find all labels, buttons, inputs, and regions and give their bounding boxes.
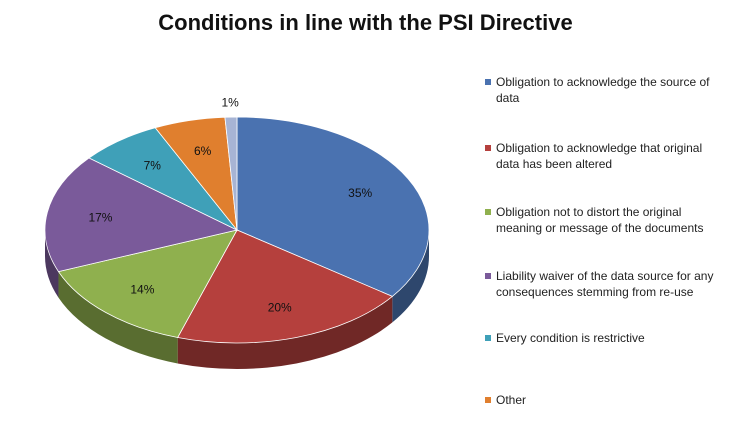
pie-label-2: 14% xyxy=(130,282,154,296)
legend-item-2: Obligation not to distort the original m… xyxy=(485,204,726,236)
pie-slice-3 xyxy=(44,157,239,273)
pie-side-2 xyxy=(58,271,178,364)
legend-label: Every condition is restrictive xyxy=(496,331,645,345)
legend-label: Obligation to acknowledge that original … xyxy=(496,141,703,171)
pie-slice-6 xyxy=(224,116,238,231)
pie-slice-1 xyxy=(177,229,394,344)
legend-swatch xyxy=(485,79,491,85)
pie-slice-2 xyxy=(57,229,238,338)
pie-label-3: 17% xyxy=(88,210,112,224)
legend-swatch xyxy=(485,397,491,403)
pie-sides xyxy=(45,230,429,370)
pie-label-0: 35% xyxy=(348,186,372,200)
pie-label-1: 20% xyxy=(268,300,292,314)
legend-label: Obligation to acknowledge the source of … xyxy=(496,75,710,105)
legend-item-5: Other xyxy=(485,392,726,408)
legend-swatch xyxy=(485,145,491,151)
legend-item-0: Obligation to acknowledge the source of … xyxy=(485,74,726,106)
legend-swatch xyxy=(485,273,491,279)
legend-label: Other xyxy=(496,393,527,407)
pie-label-5: 6% xyxy=(194,144,212,158)
legend-item-4: Every condition is restrictive xyxy=(485,330,726,346)
pie-slice-0 xyxy=(236,116,430,297)
pie-tops xyxy=(44,116,430,344)
legend-item-1: Obligation to acknowledge that original … xyxy=(485,140,726,172)
pie-label-4: 7% xyxy=(144,159,162,173)
legend-item-3: Liability waiver of the data source for … xyxy=(485,268,726,300)
pie-side-3 xyxy=(45,230,59,298)
legend-swatch xyxy=(485,335,491,341)
pie-label-6: 1% xyxy=(222,95,240,109)
chart-title: Conditions in line with the PSI Directiv… xyxy=(158,10,573,35)
legend-label: Liability waiver of the data source for … xyxy=(496,269,714,299)
legend-label: Obligation not to distort the original m… xyxy=(496,205,704,235)
legend-swatch xyxy=(485,209,491,215)
pie-labels: 35% 20% 14% 17% 7% 6% 1% xyxy=(88,95,372,314)
pie-side-0 xyxy=(392,230,429,323)
pie-side-1 xyxy=(177,296,393,370)
